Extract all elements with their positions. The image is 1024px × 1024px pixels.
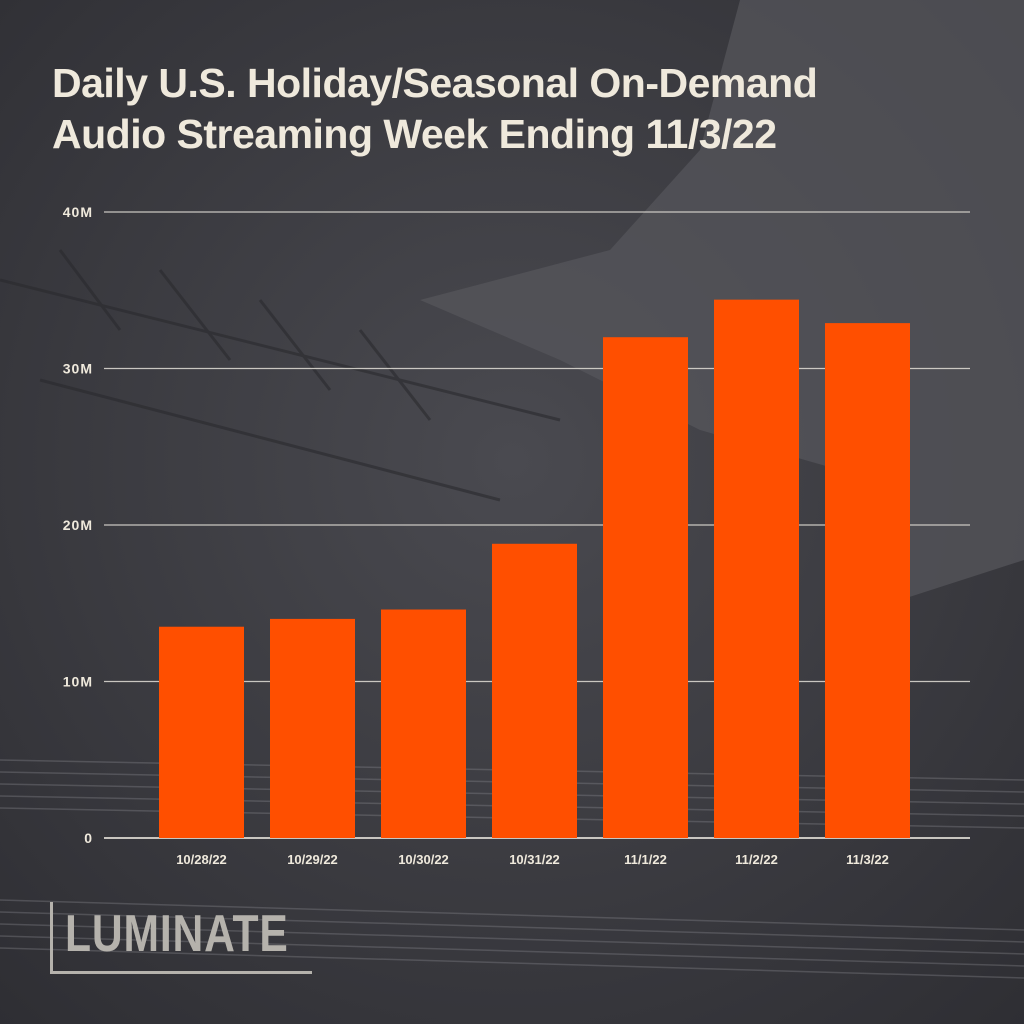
x-tick-label: 10/30/22 bbox=[398, 852, 449, 867]
bar bbox=[381, 609, 466, 838]
x-tick-label: 10/29/22 bbox=[287, 852, 338, 867]
bar bbox=[159, 626, 244, 838]
x-tick-label: 11/2/22 bbox=[735, 852, 778, 867]
bar bbox=[714, 299, 799, 838]
title-line-1: Daily U.S. Holiday/Seasonal On-Demand bbox=[52, 60, 818, 106]
chart-title: Daily U.S. Holiday/Seasonal On-Demand Au… bbox=[52, 58, 972, 160]
x-tick-label: 10/28/22 bbox=[176, 852, 227, 867]
y-tick-label: 20M bbox=[63, 517, 93, 533]
title-line-2: Audio Streaming Week Ending 11/3/22 bbox=[52, 111, 777, 157]
y-tick-label: 30M bbox=[63, 361, 93, 377]
y-tick-label: 40M bbox=[63, 204, 93, 220]
bar bbox=[825, 323, 910, 838]
x-tick-label: 10/31/22 bbox=[509, 852, 560, 867]
y-tick-label: 10M bbox=[63, 674, 93, 690]
bar bbox=[603, 337, 688, 838]
logo-text: LUMINATE bbox=[65, 905, 289, 963]
luminate-logo: LUMINATE bbox=[50, 902, 312, 974]
x-tick-label: 11/1/22 bbox=[624, 852, 667, 867]
x-tick-label: 11/3/22 bbox=[846, 852, 889, 867]
bar bbox=[492, 543, 577, 838]
bar bbox=[270, 618, 355, 838]
y-tick-label: 0 bbox=[84, 830, 93, 846]
